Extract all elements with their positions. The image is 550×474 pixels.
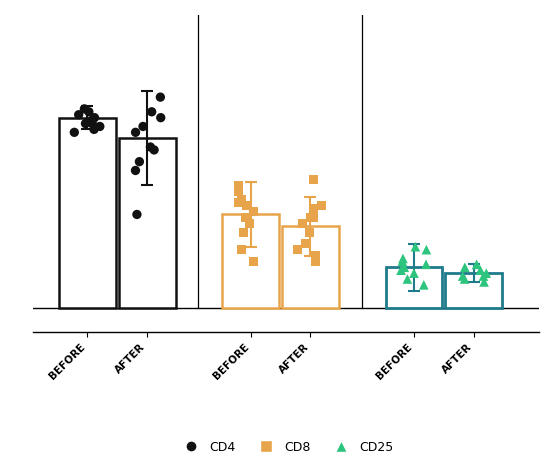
Point [482,269,491,277]
Point [305,228,314,236]
Point [399,255,408,262]
Bar [59,118,116,308]
Point [422,246,431,254]
Point [243,202,251,210]
Bar [119,138,175,308]
Point [81,120,90,128]
Point [135,158,144,165]
Point [245,219,254,227]
Point [156,114,165,121]
Point [156,93,165,101]
Point [476,266,485,274]
Point [88,120,97,128]
Bar [446,273,502,308]
Point [90,126,98,133]
Bar [282,226,339,308]
Point [310,205,318,212]
Point [309,175,318,183]
Point [398,257,407,265]
Point [410,269,419,277]
Point [311,257,320,265]
Point [250,208,258,215]
Point [298,219,307,227]
Point [249,257,257,265]
Point [422,261,431,268]
Point [90,114,99,121]
Legend: CD4, CD8, CD25: CD4, CD8, CD25 [174,436,398,459]
Point [306,214,315,221]
Point [480,278,488,286]
Point [460,264,469,271]
Point [150,146,158,154]
Point [237,246,246,254]
Point [139,123,147,130]
Point [317,202,326,210]
Point [147,108,156,116]
Point [311,252,320,259]
Point [397,266,405,274]
Point [234,182,243,189]
Point [479,272,488,280]
Point [400,264,409,271]
Point [146,143,155,151]
Point [237,196,246,204]
Point [74,111,83,118]
Bar [386,267,442,308]
Point [234,187,243,195]
Point [87,117,96,124]
Point [131,128,140,136]
Point [133,210,141,218]
Point [234,199,243,207]
Point [411,243,420,251]
Point [131,167,140,174]
Point [241,214,250,221]
Point [403,275,412,283]
Point [70,128,79,136]
Point [85,108,94,116]
Point [472,261,481,268]
Point [458,272,467,280]
Point [96,123,104,130]
Point [80,105,89,113]
Point [301,240,310,247]
Point [460,275,469,283]
Point [309,214,318,221]
Point [239,228,248,236]
Bar [222,214,279,308]
Point [420,281,428,289]
Point [294,246,302,254]
